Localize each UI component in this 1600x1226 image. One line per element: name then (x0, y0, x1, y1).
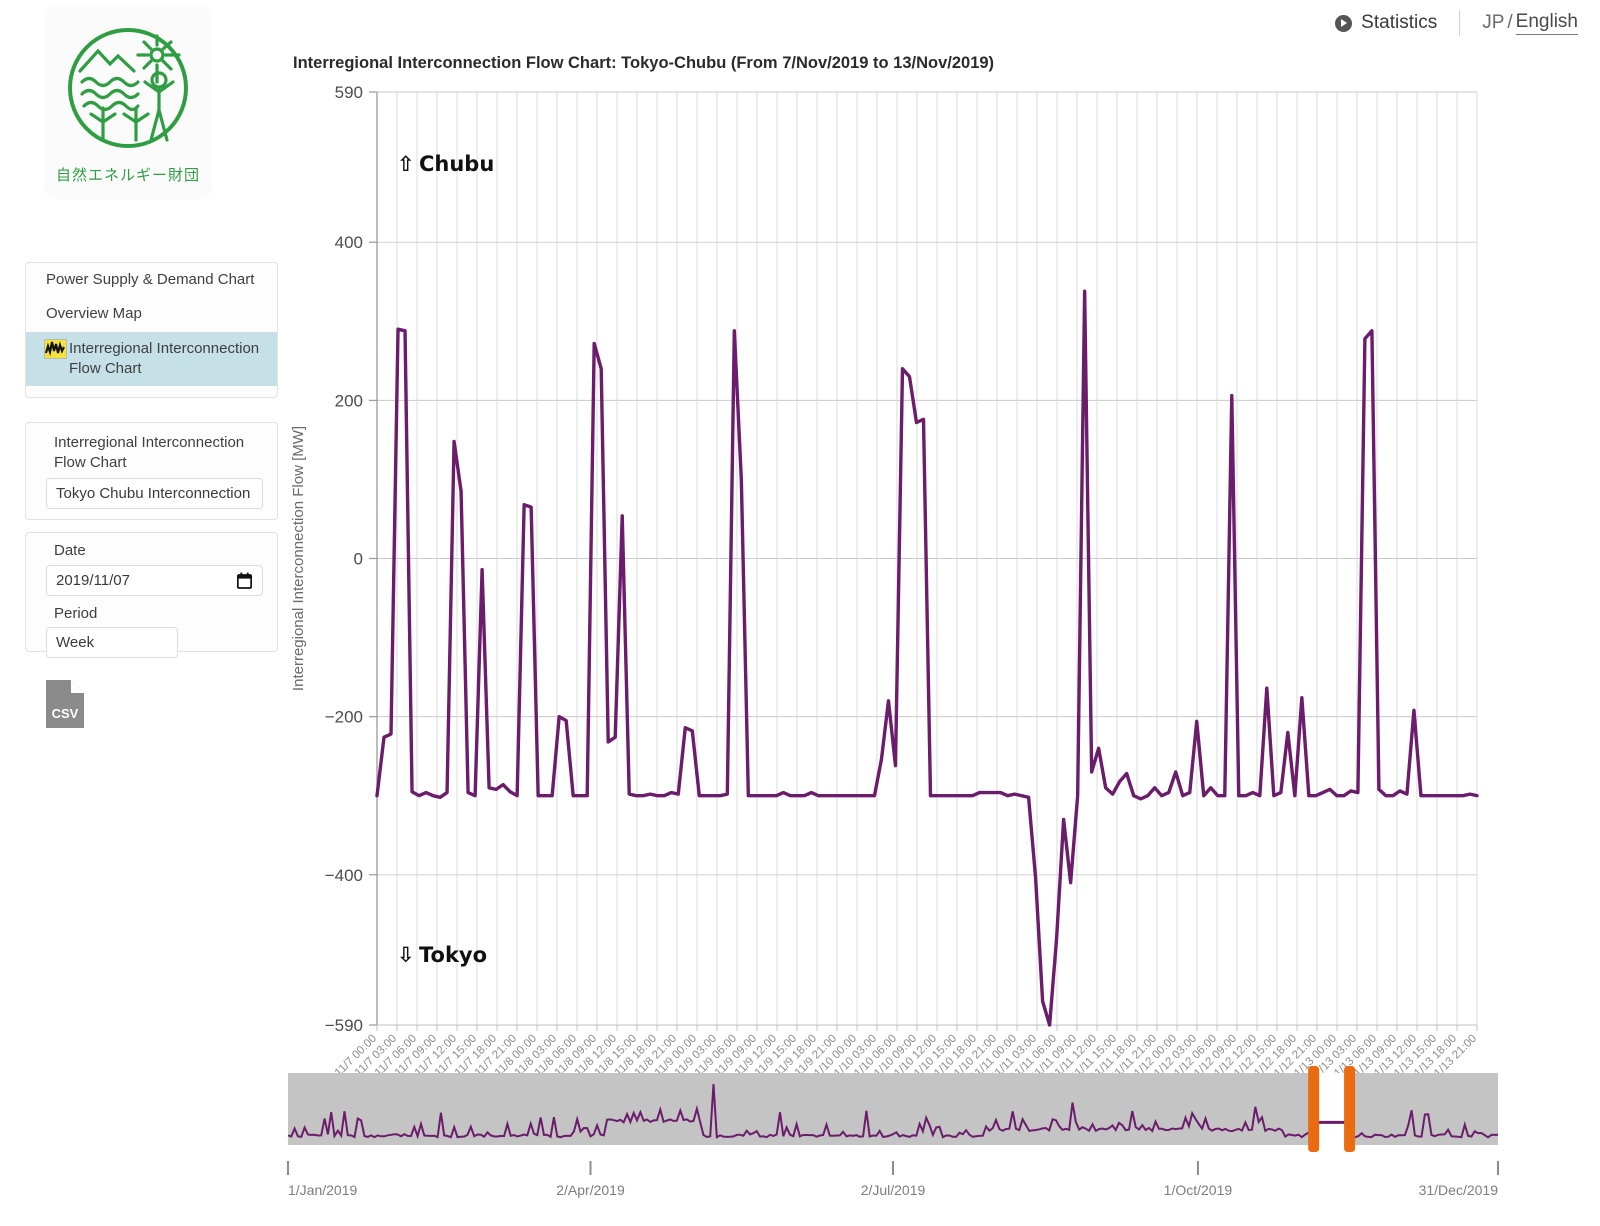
sidebar-item-overview-map[interactable]: Overview Map (26, 297, 277, 331)
sidebar-item-power-supply-demand-chart[interactable]: Power Supply & Demand Chart (26, 263, 277, 297)
y-tick-label: −590 (325, 1016, 363, 1035)
chart-gridlines (376, 91, 1478, 1026)
navigator-tick-label: 2/Jul/2019 (861, 1182, 926, 1198)
sidebar-item-label: Overview Map (46, 305, 142, 323)
chart-y-axis: 590 400 200 0 −200 −400 −590 (325, 83, 377, 1035)
navigator-tick-label: 1/Jan/2019 (288, 1182, 357, 1198)
lang-english-link[interactable]: English (1515, 11, 1578, 35)
navigator-tick-label: 2/Apr/2019 (556, 1182, 625, 1198)
page-header: Statistics JP / English (0, 0, 1600, 46)
chart-annotations: ⇧ Chubu ⇩ Tokyo (397, 152, 494, 967)
interconnection-select[interactable]: Tokyo Chubu Interconnection (46, 478, 263, 509)
lang-separator: / (1507, 12, 1513, 33)
lang-jp-link[interactable]: JP (1482, 12, 1505, 33)
csv-download-button[interactable]: CSV (46, 680, 84, 728)
y-tick-label: 590 (335, 83, 363, 102)
sidebar-nav-panel: Power Supply & Demand Chart Overview Map… (25, 262, 278, 398)
period-select[interactable]: Week (46, 627, 178, 658)
sidebar-item-interregional-interconnection-flow-chart[interactable]: Interregional Interconnection Flow Chart (26, 331, 277, 386)
chart-title: Interregional Interconnection Flow Chart… (293, 54, 995, 72)
period-label: Period (54, 604, 98, 622)
play-circle-icon (1335, 14, 1353, 32)
chart-range-navigator[interactable]: 1/Jan/2019 2/Apr/2019 2/Jul/2019 1/Oct/2019… (250, 1065, 1600, 1225)
navigator-tick-label: 1/Oct/2019 (1164, 1182, 1233, 1198)
sidebar-item-label: Power Supply & Demand Chart (46, 271, 255, 288)
y-tick-label: 400 (335, 233, 363, 252)
chart-y-axis-label: Interregional Interconnection Flow [MW] (290, 426, 307, 691)
date-input[interactable]: 2019/11/07 (46, 564, 263, 596)
csv-file-icon: CSV (46, 680, 84, 728)
header-divider (1459, 10, 1461, 36)
sidebar-item-label: Interregional Interconnection Flow Chart (69, 339, 260, 377)
chubu-direction-arrow-icon: ⇧ (397, 152, 415, 176)
y-tick-label: 200 (335, 391, 363, 410)
line-chart-icon (44, 338, 67, 359)
logo-caption: 自然エネルギー財団 (55, 166, 200, 184)
navigator-selected-range[interactable] (1315, 1073, 1346, 1145)
date-period-panel: Date 2019/11/07 Period Week (25, 532, 278, 658)
interconnection-select-panel: Interregional Interconnection Flow Chart… (25, 422, 278, 520)
tokyo-direction-arrow-icon: ⇩ (397, 943, 415, 967)
statistics-button[interactable]: Statistics (1335, 12, 1437, 34)
date-label: Date (54, 542, 86, 559)
csv-label: CSV (52, 706, 79, 721)
date-input-value: 2019/11/07 (56, 571, 130, 589)
renewable-energy-institute-logo-icon (68, 28, 188, 148)
navigator-mask (288, 1073, 1498, 1145)
statistics-label: Statistics (1361, 12, 1438, 33)
header-right-controls: Statistics JP / English (1335, 10, 1578, 36)
navigator-handle-left[interactable] (1308, 1066, 1320, 1152)
navigator-handle-right[interactable] (1344, 1066, 1356, 1152)
navigator-series (287, 1083, 1499, 1140)
y-tick-label: 0 (354, 550, 363, 569)
calendar-icon[interactable] (237, 572, 252, 589)
y-tick-label: −200 (325, 708, 363, 727)
y-tick-label: −400 (325, 866, 363, 885)
navigator-tick-label: 31/Dec/2019 (1419, 1182, 1499, 1198)
site-logo[interactable]: 自然エネルギー財団 (44, 4, 212, 200)
interconnection-select-label: Interregional Interconnection Flow Chart (54, 434, 245, 471)
chubu-annotation-label: Chubu (419, 152, 494, 176)
chart-series (375, 289, 1479, 1027)
tokyo-annotation-label: Tokyo (419, 943, 487, 967)
